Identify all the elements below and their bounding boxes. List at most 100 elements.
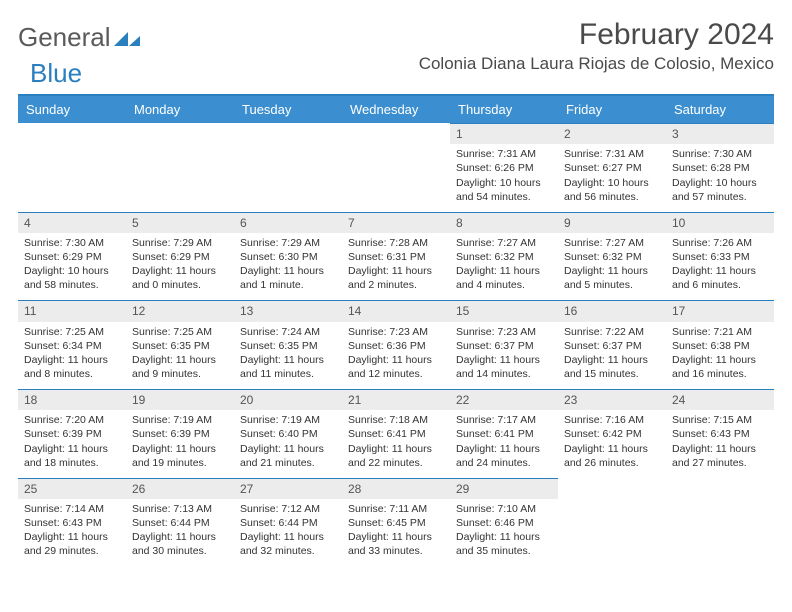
daylight-line: Daylight: 11 hours and 22 minutes. xyxy=(348,442,444,470)
weekday-header-row: SundayMondayTuesdayWednesdayThursdayFrid… xyxy=(18,96,774,124)
day-details: Sunrise: 7:26 AMSunset: 6:33 PMDaylight:… xyxy=(666,233,774,299)
day-number-cell xyxy=(18,124,126,145)
sunset-line: Sunset: 6:39 PM xyxy=(24,427,120,441)
sunset-line: Sunset: 6:31 PM xyxy=(348,250,444,264)
day-number: 7 xyxy=(342,213,450,233)
day-number-cell: 3 xyxy=(666,124,774,145)
day-details: Sunrise: 7:19 AMSunset: 6:40 PMDaylight:… xyxy=(234,410,342,476)
day-body-cell: Sunrise: 7:13 AMSunset: 6:44 PMDaylight:… xyxy=(126,499,234,567)
day-number: 2 xyxy=(558,124,666,144)
day-body-row: Sunrise: 7:14 AMSunset: 6:43 PMDaylight:… xyxy=(18,499,774,567)
sunset-line: Sunset: 6:34 PM xyxy=(24,339,120,353)
day-number: 20 xyxy=(234,390,342,410)
day-body-row: Sunrise: 7:25 AMSunset: 6:34 PM Daylight:… xyxy=(18,322,774,390)
day-number: 23 xyxy=(558,390,666,410)
day-body-cell xyxy=(342,144,450,212)
day-body-cell: Sunrise: 7:23 AMSunset: 6:36 PMDaylight:… xyxy=(342,322,450,390)
sunset-line: Sunset: 6:43 PM xyxy=(24,516,120,530)
sunset-line: Sunset: 6:32 PM xyxy=(564,250,660,264)
day-number-cell: 20 xyxy=(234,390,342,411)
day-details: Sunrise: 7:12 AMSunset: 6:44 PMDaylight:… xyxy=(234,499,342,565)
day-body-cell: Sunrise: 7:27 AMSunset: 6:32 PMDaylight:… xyxy=(558,233,666,301)
day-details: Sunrise: 7:25 AMSunset: 6:35 PMDaylight:… xyxy=(126,322,234,388)
daylight-line: Daylight: 11 hours and 33 minutes. xyxy=(348,530,444,558)
sunrise-line: Sunrise: 7:30 AM xyxy=(24,236,120,250)
daylight-line: Daylight: 11 hours and 9 minutes. xyxy=(132,353,228,381)
daylight-line: Daylight: 11 hours and 26 minutes. xyxy=(564,442,660,470)
sunset-line: Sunset: 6:39 PM xyxy=(132,427,228,441)
daylight-line: Daylight: 11 hours and 16 minutes. xyxy=(672,353,768,381)
sunrise-line: Sunrise: 7:12 AM xyxy=(240,502,336,516)
daylight-line: Daylight: 11 hours and 29 minutes. xyxy=(24,530,120,558)
day-number: 10 xyxy=(666,213,774,233)
day-number-cell: 29 xyxy=(450,478,558,499)
daylight-line: Daylight: 11 hours and 27 minutes. xyxy=(672,442,768,470)
title-block: February 2024 Colonia Diana Laura Riojas… xyxy=(419,18,774,74)
sunset-line: Sunset: 6:40 PM xyxy=(240,427,336,441)
day-body-row: Sunrise: 7:20 AMSunset: 6:39 PMDaylight:… xyxy=(18,410,774,478)
daylight-line: Daylight: 11 hours and 0 minutes. xyxy=(132,264,228,292)
daylight-line: Daylight: 10 hours and 58 minutes. xyxy=(24,264,120,292)
weekday-header: Thursday xyxy=(450,96,558,124)
sunset-line: Sunset: 6:41 PM xyxy=(348,427,444,441)
day-number: 6 xyxy=(234,213,342,233)
daylight-line: Daylight: 11 hours and 14 minutes. xyxy=(456,353,552,381)
sunrise-line: Sunrise: 7:16 AM xyxy=(564,413,660,427)
day-number: 12 xyxy=(126,301,234,321)
day-number: 5 xyxy=(126,213,234,233)
sunset-line: Sunset: 6:26 PM xyxy=(456,161,552,175)
sunrise-line: Sunrise: 7:27 AM xyxy=(456,236,552,250)
day-details: Sunrise: 7:13 AMSunset: 6:44 PMDaylight:… xyxy=(126,499,234,565)
day-details: Sunrise: 7:23 AMSunset: 6:36 PMDaylight:… xyxy=(342,322,450,388)
sunrise-line: Sunrise: 7:29 AM xyxy=(132,236,228,250)
sunrise-line: Sunrise: 7:19 AM xyxy=(240,413,336,427)
daylight-line: Daylight: 10 hours and 54 minutes. xyxy=(456,176,552,204)
day-number-cell: 9 xyxy=(558,212,666,233)
sunset-line: Sunset: 6:29 PM xyxy=(132,250,228,264)
day-number: 17 xyxy=(666,301,774,321)
day-number-row: 11121314151617 xyxy=(18,301,774,322)
day-number-cell: 14 xyxy=(342,301,450,322)
day-details: Sunrise: 7:22 AMSunset: 6:37 PMDaylight:… xyxy=(558,322,666,388)
sunrise-line: Sunrise: 7:30 AM xyxy=(672,147,768,161)
sunrise-line: Sunrise: 7:25 AM xyxy=(24,325,120,339)
daylight-line: Daylight: 11 hours and 19 minutes. xyxy=(132,442,228,470)
day-number: 15 xyxy=(450,301,558,321)
day-number-cell: 6 xyxy=(234,212,342,233)
sunrise-line: Sunrise: 7:28 AM xyxy=(348,236,444,250)
day-number: 18 xyxy=(18,390,126,410)
day-number-cell: 15 xyxy=(450,301,558,322)
weekday-header: Wednesday xyxy=(342,96,450,124)
day-number: 8 xyxy=(450,213,558,233)
sunset-line: Sunset: 6:28 PM xyxy=(672,161,768,175)
day-number-cell xyxy=(558,478,666,499)
day-number-cell: 22 xyxy=(450,390,558,411)
sunrise-line: Sunrise: 7:20 AM xyxy=(24,413,120,427)
day-number: 4 xyxy=(18,213,126,233)
day-number-cell: 11 xyxy=(18,301,126,322)
day-number-cell xyxy=(666,478,774,499)
day-number: 19 xyxy=(126,390,234,410)
sunset-line: Sunset: 6:46 PM xyxy=(456,516,552,530)
day-details: Sunrise: 7:29 AMSunset: 6:29 PMDaylight:… xyxy=(126,233,234,299)
day-body-cell: Sunrise: 7:30 AMSunset: 6:29 PMDaylight:… xyxy=(18,233,126,301)
sunrise-line: Sunrise: 7:24 AM xyxy=(240,325,336,339)
sunrise-line: Sunrise: 7:11 AM xyxy=(348,502,444,516)
month-title: February 2024 xyxy=(419,18,774,52)
sunrise-line: Sunrise: 7:26 AM xyxy=(672,236,768,250)
day-details: Sunrise: 7:20 AMSunset: 6:39 PMDaylight:… xyxy=(18,410,126,476)
calendar-table: SundayMondayTuesdayWednesdayThursdayFrid… xyxy=(18,96,774,567)
weekday-header: Monday xyxy=(126,96,234,124)
day-details: Sunrise: 7:29 AMSunset: 6:30 PMDaylight:… xyxy=(234,233,342,299)
day-body-cell: Sunrise: 7:27 AMSunset: 6:32 PMDaylight:… xyxy=(450,233,558,301)
sunset-line: Sunset: 6:44 PM xyxy=(240,516,336,530)
day-body-cell: Sunrise: 7:10 AMSunset: 6:46 PMDaylight:… xyxy=(450,499,558,567)
day-number: 11 xyxy=(18,301,126,321)
day-body-cell: Sunrise: 7:20 AMSunset: 6:39 PMDaylight:… xyxy=(18,410,126,478)
day-number: 28 xyxy=(342,479,450,499)
day-body-cell: Sunrise: 7:30 AMSunset: 6:28 PMDaylight:… xyxy=(666,144,774,212)
day-details: Sunrise: 7:14 AMSunset: 6:43 PMDaylight:… xyxy=(18,499,126,565)
sunrise-line: Sunrise: 7:22 AM xyxy=(564,325,660,339)
day-number-cell: 13 xyxy=(234,301,342,322)
sunrise-line: Sunrise: 7:15 AM xyxy=(672,413,768,427)
